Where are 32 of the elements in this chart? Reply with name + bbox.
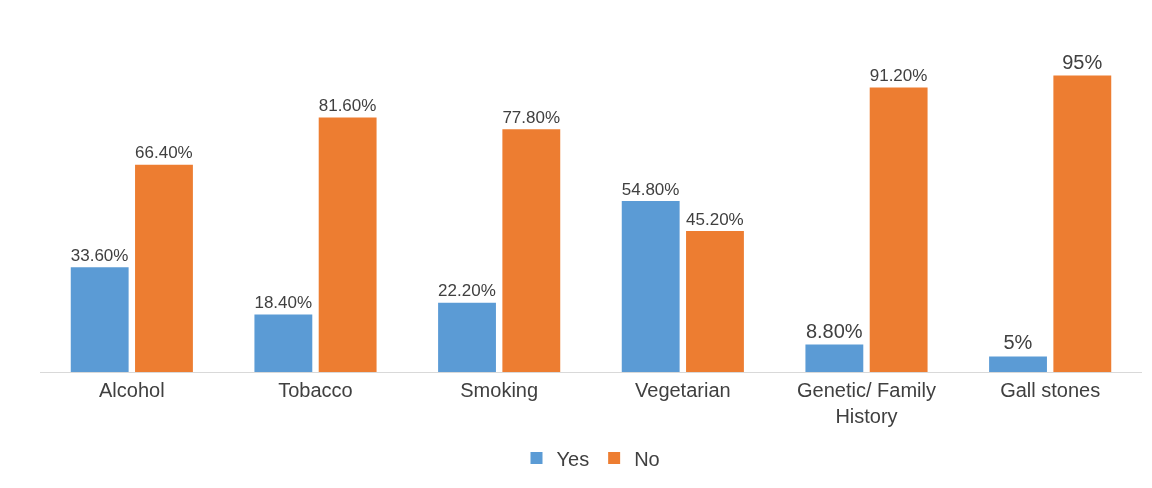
x-tick-label: Genetic/ Family History bbox=[797, 379, 936, 427]
data-label: 81.60% bbox=[318, 95, 377, 115]
x-tick-label: Gall stones bbox=[1000, 379, 1101, 401]
legend-label: No bbox=[634, 447, 660, 470]
bar bbox=[686, 230, 744, 372]
x-tick-label: Smoking bbox=[460, 379, 539, 401]
bar bbox=[254, 314, 313, 372]
bar bbox=[135, 164, 193, 372]
data-label: 45.20% bbox=[686, 209, 744, 229]
data-label: 22.20% bbox=[438, 281, 496, 301]
data-label: 33.60% bbox=[70, 245, 129, 265]
legend-label: Yes bbox=[556, 447, 590, 470]
x-tick-label: Tobacco bbox=[278, 379, 353, 401]
data-label: 8.80% bbox=[805, 319, 863, 342]
data-label: 95% bbox=[1062, 50, 1103, 73]
bar bbox=[438, 302, 496, 372]
bar bbox=[70, 267, 129, 372]
bar bbox=[502, 129, 561, 372]
bar bbox=[989, 356, 1047, 372]
x-tick-label: Alcohol bbox=[99, 379, 165, 401]
bar bbox=[621, 201, 680, 372]
data-label: 66.40% bbox=[135, 143, 193, 163]
data-label: 5% bbox=[1003, 331, 1033, 354]
bar bbox=[1053, 75, 1112, 372]
data-label: 18.40% bbox=[254, 293, 313, 313]
data-label: 77.80% bbox=[502, 107, 561, 127]
data-label: 54.80% bbox=[621, 179, 680, 199]
x-tick-label: Vegetarian bbox=[635, 379, 731, 401]
bar bbox=[805, 344, 864, 372]
data-label: 91.20% bbox=[869, 66, 928, 86]
bar bbox=[869, 87, 928, 372]
bar bbox=[318, 117, 377, 372]
